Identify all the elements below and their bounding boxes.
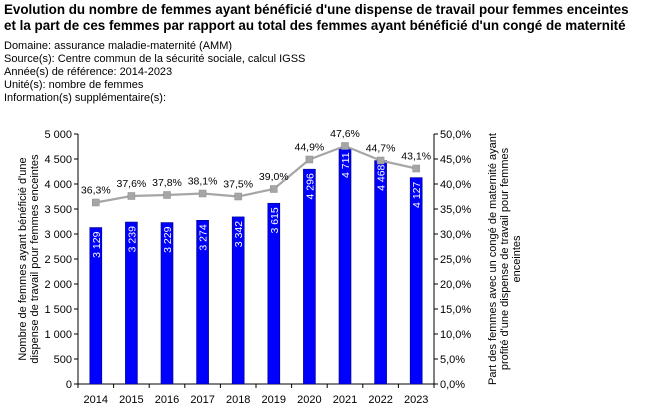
y-right-tick-label: 45,0% bbox=[440, 154, 471, 166]
data-labels: 3 129 3 239 3 229 3 274 3 342 3 615 4 296 4 711… bbox=[81, 128, 431, 258]
bar-value-label: 3 615 bbox=[269, 207, 281, 233]
axis-label-line: dispense de travail pour femmes enceinte… bbox=[29, 154, 41, 364]
line-point-marker bbox=[92, 198, 100, 207]
line-point-marker bbox=[234, 192, 242, 201]
bar-value-label: 4 296 bbox=[304, 173, 316, 199]
line-point-marker bbox=[198, 189, 207, 198]
line-point-marker bbox=[412, 164, 420, 173]
x-tick-label: 2022 bbox=[368, 394, 392, 406]
meta-source: Source(s): Centre commun de la sécurité … bbox=[4, 53, 306, 65]
bar bbox=[125, 221, 138, 385]
y-right-tick-label: 25,0% bbox=[440, 254, 471, 266]
bar bbox=[160, 222, 174, 385]
x-tick-label: 2016 bbox=[155, 394, 179, 406]
line-value-label: 38,1% bbox=[188, 176, 218, 188]
line-point-marker bbox=[270, 185, 278, 193]
y-right-tick-label: 40,0% bbox=[440, 179, 471, 191]
line-value-label: 39,0% bbox=[259, 171, 289, 183]
line-point-marker bbox=[305, 155, 314, 164]
line-point-marker bbox=[341, 142, 349, 150]
bar bbox=[89, 227, 103, 385]
y-left-tick-label: 2 500 bbox=[44, 254, 72, 266]
bar-value-label: 3 229 bbox=[162, 226, 174, 252]
x-tick-label: 2020 bbox=[297, 394, 321, 406]
line-value-label: 47,6% bbox=[330, 128, 360, 140]
bar-value-label: 4 127 bbox=[411, 181, 423, 207]
y-right-tick-label: 30,0% bbox=[440, 229, 471, 241]
meta-annee: Année(s) de référence: 2014-2023 bbox=[4, 66, 173, 78]
bar bbox=[196, 220, 209, 385]
axis-label-line: enceintes bbox=[511, 235, 523, 283]
y-right-tick-label: 20,0% bbox=[440, 279, 471, 291]
y-left-tick-label: 0 bbox=[66, 379, 72, 391]
y-axis-left-label: Nombre de femmes ayant bénéficié d'unedi… bbox=[17, 154, 41, 364]
y-left-tick-label: 1 500 bbox=[44, 304, 72, 316]
y-left-tick-label: 2 000 bbox=[44, 279, 72, 291]
y-left-tick-label: 5 000 bbox=[44, 129, 72, 141]
axis-label-line: profité d'une dispense de travail pour f… bbox=[499, 147, 511, 370]
x-tick-label: 2015 bbox=[119, 394, 143, 406]
bar bbox=[303, 168, 316, 385]
percentage-line bbox=[95, 144, 417, 204]
y-right-tick-label: 15,0% bbox=[440, 304, 471, 316]
bar-value-label: 4 468 bbox=[376, 164, 388, 190]
meta-unite: Unité(s): nombre de femmes bbox=[4, 79, 144, 91]
line-value-label: 37,8% bbox=[152, 177, 182, 189]
y-left-tick-label: 3 500 bbox=[44, 204, 72, 216]
line-value-label: 37,5% bbox=[223, 179, 253, 191]
y-left-tick-label: 3 000 bbox=[44, 229, 72, 241]
y-right-tick-label: 35,0% bbox=[440, 204, 471, 216]
chart-title: Evolution du nombre de femmes ayant béné… bbox=[4, 2, 629, 33]
x-tick-label: 2023 bbox=[404, 394, 428, 406]
y-left-tick-label: 1 000 bbox=[44, 329, 72, 341]
bar-value-label: 3 342 bbox=[233, 221, 245, 247]
meta-info: Information(s) supplémentaire(s): bbox=[4, 92, 167, 104]
y-right-tick-label: 50,0% bbox=[440, 129, 471, 141]
x-tick-label: 2017 bbox=[190, 394, 214, 406]
y-right-tick-label: 0,0% bbox=[440, 379, 465, 391]
y-right-tick-label: 5,0% bbox=[440, 354, 465, 366]
y-left-tick-label: 4 000 bbox=[44, 179, 72, 191]
meta-domaine: Domaine: assurance maladie-maternité (AM… bbox=[4, 40, 233, 52]
bar-value-label: 3 129 bbox=[91, 231, 103, 257]
bar-value-label: 3 239 bbox=[126, 226, 138, 252]
y-left-tick-label: 4 500 bbox=[44, 154, 72, 166]
x-tick-label: 2021 bbox=[333, 394, 357, 406]
axis-label-line: Part des femmes avec un congé de materni… bbox=[487, 133, 499, 385]
bar bbox=[374, 160, 387, 385]
line-point-marker bbox=[376, 156, 385, 165]
x-tick-label: 2019 bbox=[262, 394, 286, 406]
bar-value-label: 4 711 bbox=[340, 152, 352, 178]
bar bbox=[267, 202, 281, 385]
bar bbox=[338, 148, 352, 385]
line-point-marker bbox=[163, 191, 171, 199]
x-tick-label: 2018 bbox=[226, 394, 250, 406]
bar bbox=[409, 177, 423, 385]
line-value-label: 43,1% bbox=[401, 151, 431, 163]
line-series bbox=[92, 142, 420, 207]
line-value-label: 36,3% bbox=[81, 185, 111, 197]
line-value-label: 37,6% bbox=[117, 178, 147, 190]
line-value-label: 44,7% bbox=[366, 143, 396, 155]
axis-label-line: Nombre de femmes ayant bénéficié d'une bbox=[17, 157, 29, 360]
y-right-tick-label: 10,0% bbox=[440, 329, 471, 341]
y-left-tick-label: 500 bbox=[54, 354, 72, 366]
line-value-label: 44,9% bbox=[295, 142, 325, 154]
line-point-marker bbox=[127, 192, 136, 200]
bar-value-label: 3 274 bbox=[198, 224, 210, 250]
bar bbox=[231, 216, 245, 385]
y-axis-right-label: Part des femmes avec un congé de materni… bbox=[487, 133, 523, 385]
x-tick-label: 2014 bbox=[84, 394, 108, 406]
